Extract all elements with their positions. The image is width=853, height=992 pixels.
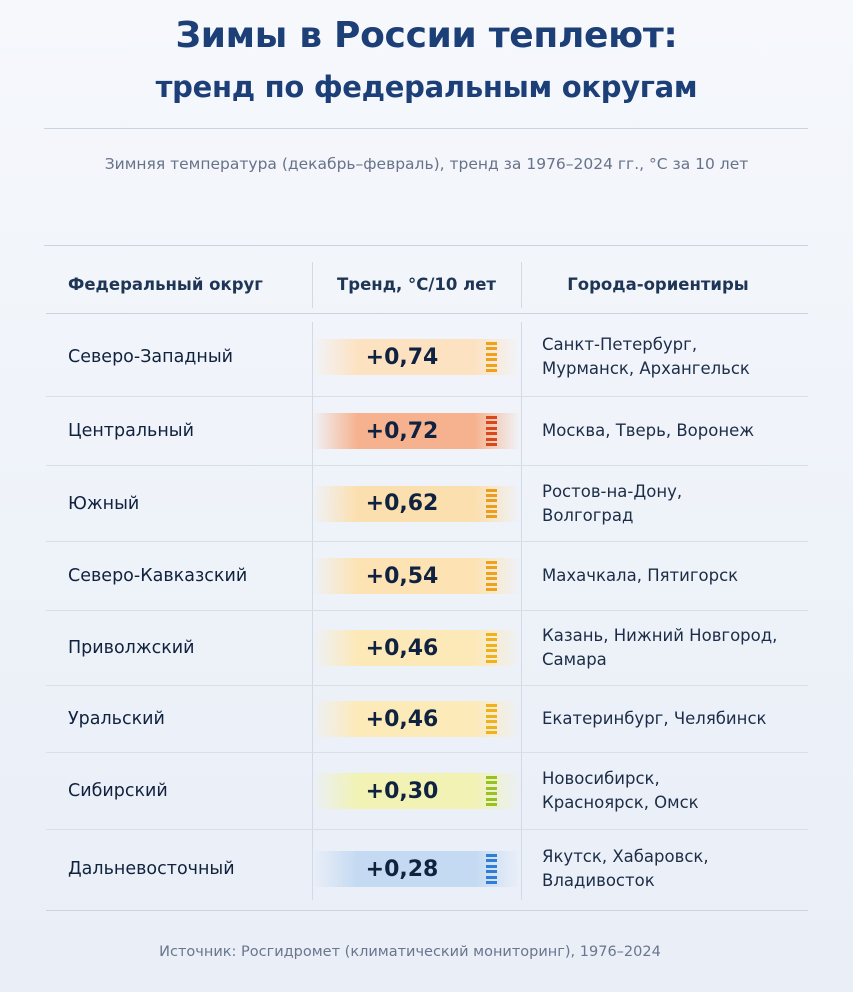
trend-highlight-band (312, 558, 520, 594)
thermometer-icon (486, 776, 497, 806)
page-title: Зимы в России теплеют: (175, 15, 678, 56)
trend-value: +0,54 (365, 563, 439, 589)
cities-cell: Казань, Нижний Новгород, Самара (542, 611, 804, 685)
cities-line: Владивосток (542, 871, 655, 890)
header-bottom-divider (46, 313, 808, 314)
thermometer-icon (486, 342, 497, 372)
table-row: Центральный +0,72 Москва, Тверь, Воронеж (46, 397, 808, 465)
cities-line: Казань, Нижний Новгород, (542, 626, 778, 645)
table-row: Сибирский +0,30 Новосибирск, Красноярск, Ом… (46, 753, 808, 829)
table-bottom-divider (46, 910, 808, 911)
source-note: Источник: Росгидромет (климатический мон… (159, 944, 661, 960)
table-row: Северо-Кавказский +0,54 Махачкала, Пятигор… (46, 542, 808, 610)
district-name: Северо-Западный (68, 347, 234, 367)
cities-line: Махачкала, Пятигорск (542, 566, 739, 585)
district-name: Приволжский (68, 638, 195, 658)
table-row: Уральский +0,46 Екатеринбург, Челябинск (46, 686, 808, 752)
row-divider (46, 465, 808, 466)
row-divider (46, 752, 808, 753)
table-row: Дальневосточный +0,28 Якутск, Хабаровск, Вл… (46, 830, 808, 908)
header-divider-right (521, 262, 522, 308)
cities-cell: Москва, Тверь, Воронеж (542, 397, 804, 465)
cities-line: Самара (542, 650, 607, 669)
cities-cell: Якутск, Хабаровск, Владивосток (542, 830, 804, 908)
thermometer-icon (486, 633, 497, 663)
cities-line: Санкт-Петербург, (542, 335, 698, 354)
column-header-district: Федеральный округ (68, 275, 263, 294)
column-header-cities: Города-ориентиры (567, 275, 749, 294)
district-name: Уральский (68, 709, 165, 729)
cities-cell: Ростов-на-Дону, Волгоград (542, 466, 804, 541)
cities-cell: Екатеринбург, Челябинск (542, 686, 804, 752)
column-divider-left (312, 322, 313, 900)
district-name: Сибирский (68, 781, 168, 801)
trend-value: +0,72 (365, 418, 439, 444)
column-divider-right (521, 322, 522, 900)
trend-value: +0,46 (365, 635, 439, 661)
district-name: Дальневосточный (68, 859, 235, 879)
trend-highlight-band (312, 339, 520, 375)
trend-highlight-band (312, 701, 520, 737)
cities-cell: Махачкала, Пятигорск (542, 542, 804, 610)
column-header-trend: Тренд, °C/10 лет (337, 275, 496, 294)
trend-highlight-band (312, 630, 520, 666)
cities-line: Екатеринбург, Челябинск (542, 709, 767, 728)
row-divider (46, 829, 808, 830)
chart-description: Зимняя температура (декабрь–февраль), тр… (104, 155, 749, 173)
title-divider (44, 128, 808, 129)
row-divider (46, 610, 808, 611)
table-row: Северо-Западный +0,74 Санкт-Петербург, Мурм… (46, 318, 808, 396)
trend-value: +0,46 (365, 706, 439, 732)
page-subtitle-heading: тренд по федеральным округам (155, 70, 698, 104)
thermometer-icon (486, 488, 497, 519)
trend-highlight-band (312, 413, 520, 449)
trend-value: +0,62 (365, 491, 439, 516)
thermometer-icon (486, 854, 497, 884)
trend-highlight-band (312, 485, 520, 522)
row-divider (46, 396, 808, 397)
cities-line: Новосибирск, (542, 769, 660, 788)
trend-value: +0,30 (365, 778, 439, 804)
thermometer-icon (486, 416, 497, 446)
table-top-divider (44, 245, 808, 246)
row-divider (46, 685, 808, 686)
table-row: Южный +0,62 Ростов-на-Дону, Волгоград (46, 466, 808, 541)
district-name: Центральный (68, 421, 194, 441)
trend-value: +0,28 (365, 856, 439, 882)
cities-line: Волгоград (542, 505, 634, 525)
trend-highlight-band (312, 773, 520, 809)
header-divider-left (312, 262, 313, 308)
cities-line: Красноярск, Омск (542, 793, 699, 812)
trend-highlight-band (312, 851, 520, 887)
cities-line: Якутск, Хабаровск, (542, 847, 709, 866)
thermometer-icon (486, 561, 497, 591)
cities-cell: Новосибирск, Красноярск, Омск (542, 753, 804, 829)
cities-line: Мурманск, Архангельск (542, 359, 750, 378)
district-name: Южный (68, 493, 140, 514)
row-divider (46, 541, 808, 542)
thermometer-icon (486, 704, 497, 734)
district-name: Северо-Кавказский (68, 566, 248, 586)
cities-cell: Санкт-Петербург, Мурманск, Архангельск (542, 318, 804, 396)
cities-line: Москва, Тверь, Воронеж (542, 421, 755, 440)
trend-value: +0,74 (365, 344, 439, 370)
cities-line: Ростов-на-Дону, (542, 481, 683, 501)
table-row: Приволжский +0,46 Казань, Нижний Новгород,… (46, 611, 808, 685)
